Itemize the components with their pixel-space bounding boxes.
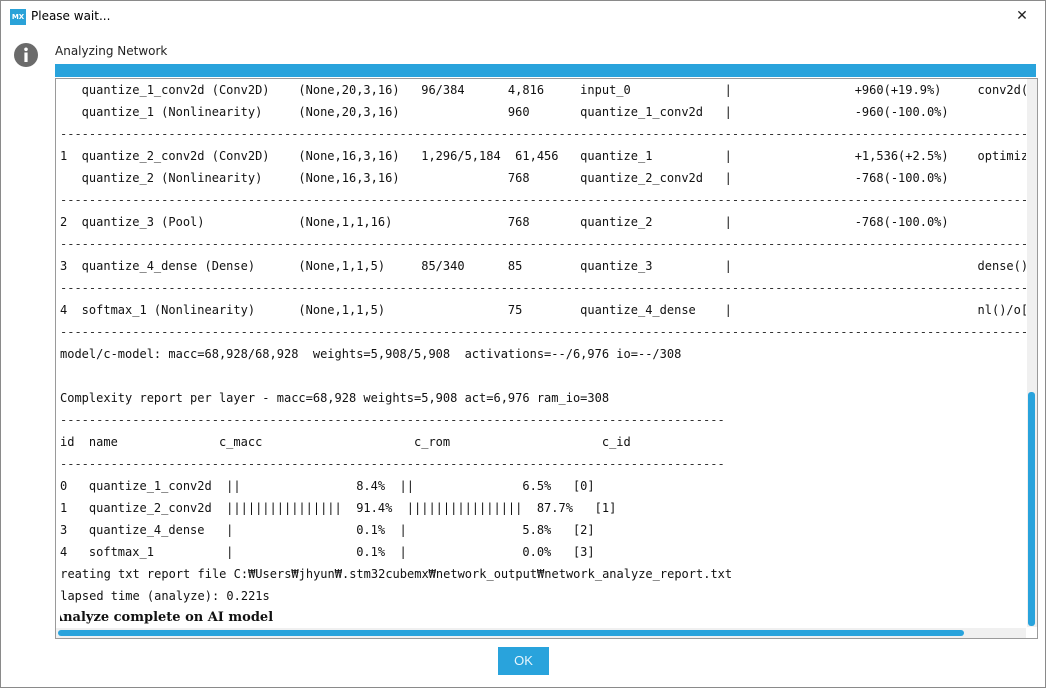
log-separator: ----------------------------------------… <box>60 127 1026 141</box>
stm32cubemx-app-icon: MX <box>10 9 26 25</box>
horizontal-scrollbar[interactable] <box>56 628 1026 638</box>
info-icon <box>14 43 38 67</box>
log-output[interactable]: quantize_1_conv2d (Conv2D) (None,20,3,16… <box>55 78 1038 639</box>
window-title: Please wait... <box>31 9 111 23</box>
complexity-report-heading: Complexity report per layer - macc=68,92… <box>60 391 610 405</box>
complexity-table-row: 1 quantize_2_conv2d |||||||||||||||| 91.… <box>60 501 617 515</box>
log-separator: ----------------------------------------… <box>60 237 1026 251</box>
log-summary-line: model/c-model: macc=68,928/68,928 weight… <box>60 347 682 361</box>
status-label: Analyzing Network <box>55 44 168 58</box>
complexity-table-row: 3 quantize_4_dense | 0.1% | 5.8% [2] <box>60 523 595 537</box>
horizontal-scrollbar-thumb[interactable] <box>58 630 964 636</box>
complexity-table-row: 0 quantize_1_conv2d || 8.4% || 6.5% [0] <box>60 479 595 493</box>
log-separator: ----------------------------------------… <box>60 281 1026 295</box>
log-separator: ----------------------------------------… <box>60 413 725 427</box>
log-line: quantize_1_conv2d (Conv2D) (None,20,3,16… <box>60 83 1026 97</box>
elapsed-time-line: elapsed time (analyze): 0.221s <box>60 589 270 603</box>
log-separator: ----------------------------------------… <box>60 457 725 471</box>
log-line: quantize_1 (Nonlinearity) (None,20,3,16)… <box>60 105 949 119</box>
complexity-table-row: 4 softmax_1 | 0.1% | 0.0% [3] <box>60 545 595 559</box>
title-bar: MX Please wait... ✕ <box>1 1 1045 32</box>
log-line: 2 quantize_3 (Pool) (None,1,1,16) 768 qu… <box>60 215 949 229</box>
ok-button[interactable]: OK <box>498 647 549 675</box>
log-separator: ----------------------------------------… <box>60 325 1026 339</box>
progress-bar <box>55 64 1036 77</box>
complexity-table-header: id name c_macc c_rom c_id <box>60 435 631 449</box>
log-line: 4 softmax_1 (Nonlinearity) (None,1,1,5) … <box>60 303 1026 317</box>
log-line: 3 quantize_4_dense (Dense) (None,1,1,5) … <box>60 259 1026 273</box>
log-line: 1 quantize_2_conv2d (Conv2D) (None,16,3,… <box>60 149 1026 163</box>
log-separator: ----------------------------------------… <box>60 193 1026 207</box>
analyze-complete-line: Analyze complete on AI model <box>60 610 274 625</box>
report-file-line: Creating txt report file C:₩Users₩jhyun₩… <box>60 567 733 581</box>
log-text-area: quantize_1_conv2d (Conv2D) (None,20,3,16… <box>60 79 1026 627</box>
progress-bar-fill <box>55 64 1036 77</box>
vertical-scrollbar-thumb[interactable] <box>1028 392 1035 626</box>
close-button[interactable]: ✕ <box>1016 8 1028 24</box>
vertical-scrollbar[interactable] <box>1027 79 1037 627</box>
log-line: quantize_2 (Nonlinearity) (None,16,3,16)… <box>60 171 949 185</box>
